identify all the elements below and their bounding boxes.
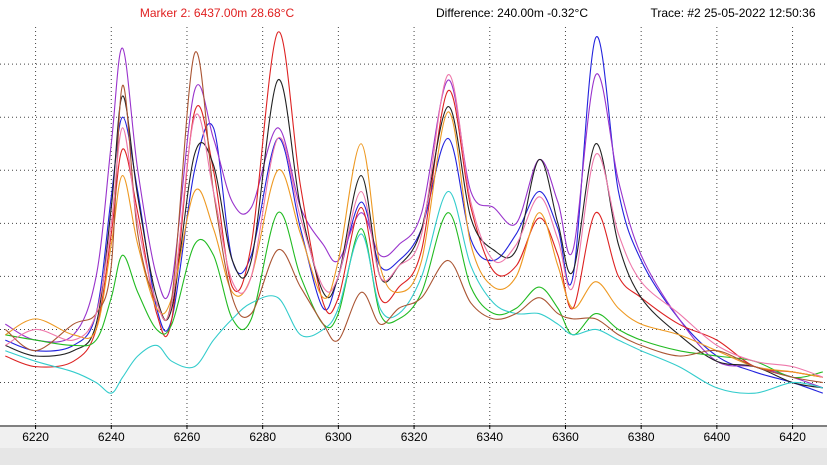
trace-line — [5, 190, 823, 394]
trace-line — [4, 51, 823, 384]
x-tick-label: 6400 — [704, 430, 731, 444]
trace-readout: Trace: #2 25-05-2022 12:50:36 — [650, 6, 815, 20]
x-tick-label: 6320 — [401, 430, 428, 444]
x-tick-label: 6420 — [779, 430, 806, 444]
x-tick-label: 6220 — [22, 430, 49, 444]
x-tick-label: 6380 — [628, 430, 655, 444]
status-strip — [0, 448, 827, 465]
trace-line — [5, 211, 823, 379]
difference-readout: Difference: 240.00m -0.32°C — [436, 6, 588, 20]
x-tick-label: 6300 — [325, 430, 352, 444]
trace-line — [5, 31, 823, 378]
x-tick-label: 6260 — [174, 430, 201, 444]
marker-readout: Marker 2: 6437.00m 28.68°C — [140, 6, 295, 20]
trace-line — [5, 74, 824, 378]
trace-line — [5, 79, 823, 389]
x-tick-label: 6240 — [98, 430, 125, 444]
x-tick-label: 6340 — [476, 430, 503, 444]
plot-lines — [4, 31, 824, 394]
x-tick-label: 6360 — [552, 430, 579, 444]
trace-line — [5, 36, 824, 394]
trace-line — [5, 111, 823, 378]
trace-line — [5, 47, 824, 389]
x-axis: 6220 6240 6260 6280 6300 6320 6340 6360 6380 6400… — [0, 425, 827, 444]
x-tick-label: 6280 — [249, 430, 276, 444]
